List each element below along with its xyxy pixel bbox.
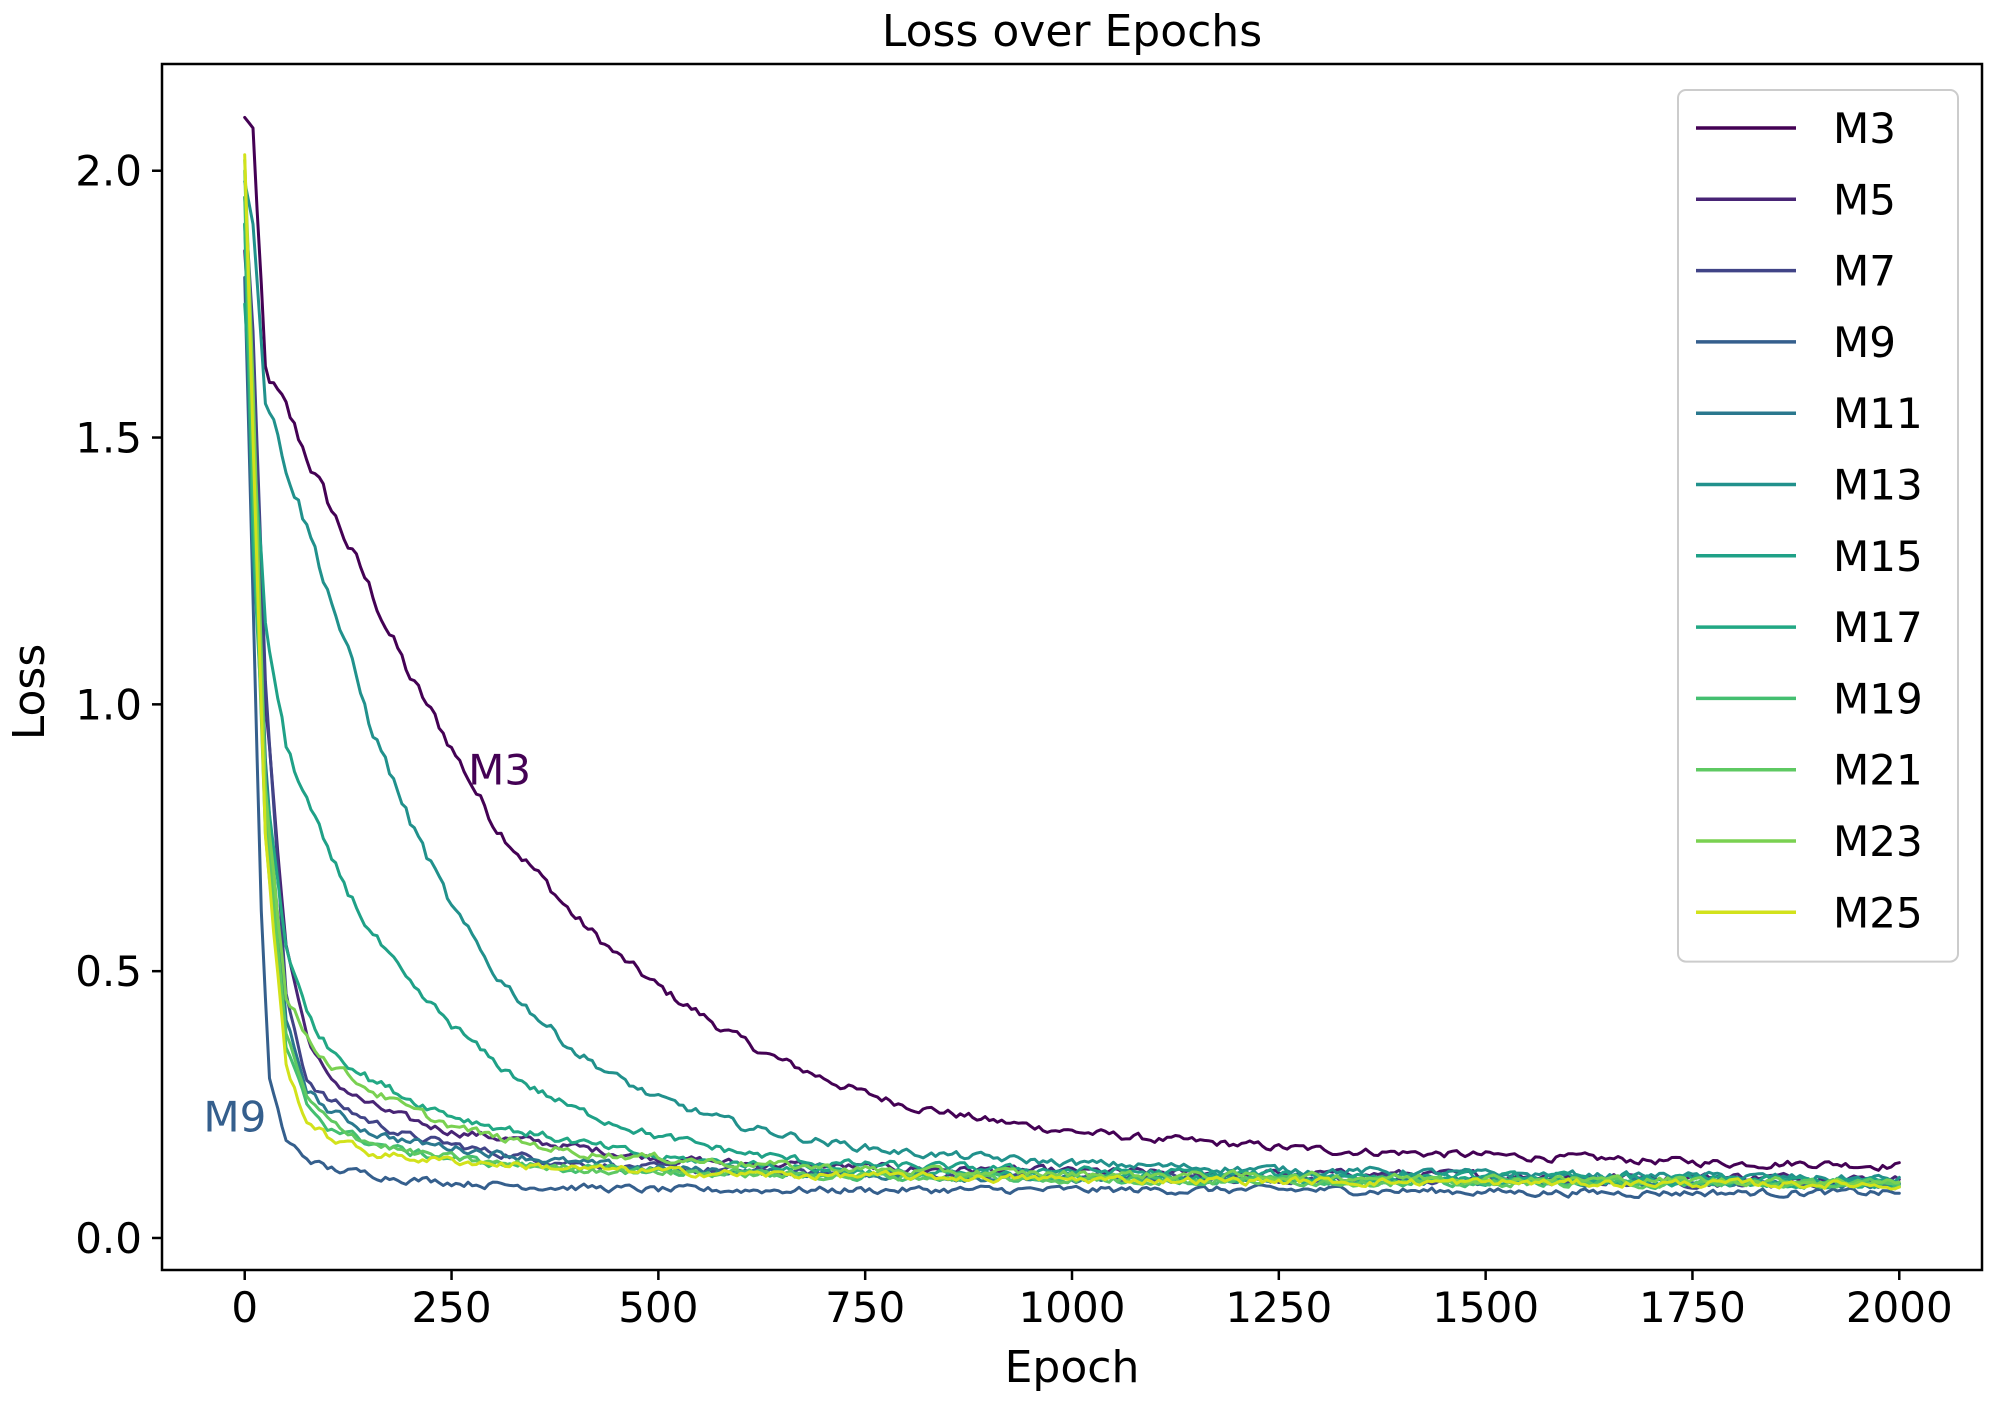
x-tick-label: 250 bbox=[411, 1283, 491, 1332]
series-line-m9 bbox=[243, 276, 1901, 1199]
x-axis-ticks: 0 250 500 750 1000 1250 1500 1750 2000 bbox=[231, 1270, 1953, 1332]
y-tick-label: 1.5 bbox=[75, 414, 142, 463]
x-tick-label: 500 bbox=[618, 1283, 698, 1332]
x-tick-label: 1250 bbox=[1225, 1283, 1332, 1332]
legend-label-m7: M7 bbox=[1833, 247, 1896, 296]
y-tick-label: 1.0 bbox=[75, 680, 142, 729]
series-line-m15 bbox=[243, 302, 1901, 1187]
legend-label-m15: M15 bbox=[1833, 532, 1923, 581]
x-tick-label: 2000 bbox=[1846, 1283, 1953, 1332]
y-axis-label: Loss bbox=[4, 644, 55, 741]
x-axis-label: Epoch bbox=[1005, 1342, 1140, 1393]
series-line-m7 bbox=[243, 195, 1901, 1190]
x-tick-label: 750 bbox=[825, 1283, 905, 1332]
chart-title: Loss over Epochs bbox=[882, 6, 1262, 57]
y-axis-ticks: 0.0 0.5 1.0 1.5 2.0 bbox=[75, 147, 162, 1263]
y-tick-label: 2.0 bbox=[75, 147, 142, 196]
legend-label-m9: M9 bbox=[1833, 318, 1896, 367]
legend-box bbox=[1677, 89, 1959, 963]
series-line-m13 bbox=[243, 179, 1901, 1183]
legend-label-m19: M19 bbox=[1833, 674, 1923, 723]
legend-label-m11: M11 bbox=[1833, 389, 1923, 438]
legend-label-m17: M17 bbox=[1833, 603, 1923, 652]
x-tick-label: 1500 bbox=[1432, 1283, 1539, 1332]
legend-label-m21: M21 bbox=[1833, 746, 1923, 795]
legend-label-m5: M5 bbox=[1833, 175, 1896, 224]
annotation-m9: M9 bbox=[203, 1092, 266, 1141]
series-line-m23 bbox=[243, 158, 1901, 1188]
annotation-m3: M3 bbox=[468, 745, 531, 794]
series-line-m11 bbox=[243, 222, 1901, 1191]
series-line-m19 bbox=[243, 195, 1901, 1191]
legend-label-m13: M13 bbox=[1833, 461, 1923, 510]
y-tick-label: 0.5 bbox=[75, 947, 142, 996]
series-line-m25 bbox=[243, 153, 1901, 1191]
legend: M3 M5 M7 M9 M11 M13 M15 M17 M19 M21 M23 M25 bbox=[1677, 89, 1959, 963]
legend-label-m3: M3 bbox=[1833, 104, 1896, 153]
y-tick-label: 0.0 bbox=[75, 1214, 142, 1263]
x-tick-label: 1750 bbox=[1639, 1283, 1746, 1332]
series-line-m17 bbox=[243, 222, 1901, 1190]
series-line-m3 bbox=[243, 115, 1901, 1172]
legend-label-m23: M23 bbox=[1833, 817, 1923, 866]
x-tick-label: 1000 bbox=[1019, 1283, 1126, 1332]
x-tick-label: 0 bbox=[231, 1283, 258, 1332]
annotations: M3 M9 bbox=[203, 745, 531, 1141]
plot-area bbox=[243, 115, 1901, 1199]
series-line-m21 bbox=[243, 169, 1901, 1190]
series-line-m5 bbox=[243, 249, 1901, 1186]
legend-label-m25: M25 bbox=[1833, 888, 1923, 937]
